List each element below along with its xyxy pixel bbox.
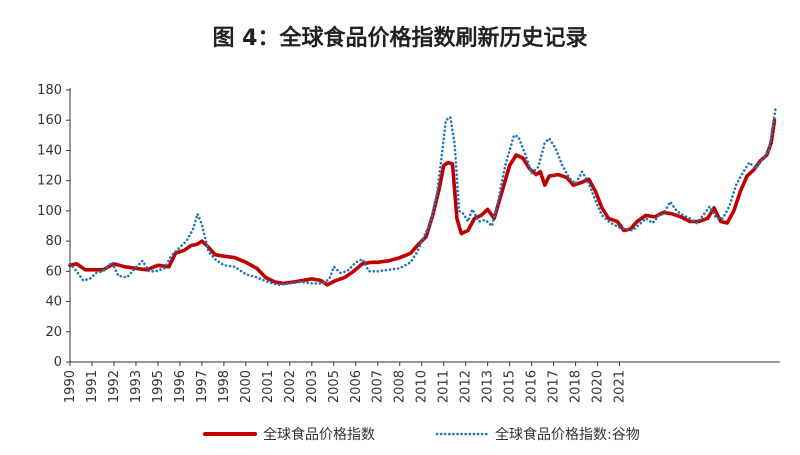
x-tick-label: 2015 xyxy=(503,370,518,403)
y-tick-label: 100 xyxy=(37,204,62,219)
legend-label-cereal-index: 全球食品价格指数:谷物 xyxy=(495,426,640,443)
x-tick-label: 2018 xyxy=(569,370,584,403)
x-tick-label: 2002 xyxy=(283,370,298,403)
y-tick-label: 160 xyxy=(37,113,62,128)
x-tick-label: 2005 xyxy=(327,370,342,403)
x-tick-label: 2001 xyxy=(261,370,276,403)
y-tick-label: 40 xyxy=(45,295,62,310)
x-tick-label: 1991 xyxy=(85,370,100,403)
x-tick-label: 1992 xyxy=(107,370,122,403)
x-tick-label: 2012 xyxy=(459,370,474,403)
x-tick-label: 2011 xyxy=(437,370,452,403)
x-tick-label: 2020 xyxy=(591,370,606,403)
y-tick-label: 120 xyxy=(37,174,62,189)
x-tick-label: 1995 xyxy=(151,370,166,403)
x-tick-label: 1998 xyxy=(217,370,232,403)
x-tick-label: 1997 xyxy=(195,370,210,403)
x-tick-label: 2003 xyxy=(305,370,320,403)
series-line-cereal-index xyxy=(68,106,777,287)
y-tick-label: 140 xyxy=(37,143,62,158)
y-tick-label: 0 xyxy=(54,355,62,370)
x-tick-label: 2017 xyxy=(547,370,562,403)
y-tick-label: 80 xyxy=(45,234,62,249)
x-tick-label: 2016 xyxy=(525,370,540,403)
x-tick-label: 2006 xyxy=(349,370,364,403)
y-tick-label: 20 xyxy=(45,325,62,340)
y-tick-label: 180 xyxy=(37,83,62,98)
x-tick-label: 2000 xyxy=(239,370,254,403)
y-tick-label: 60 xyxy=(45,264,62,279)
x-tick-label: 1990 xyxy=(63,370,78,403)
x-tick-label: 2007 xyxy=(371,370,386,403)
x-tick-label: 1993 xyxy=(129,370,144,403)
chart-title: 图 4：全球食品价格指数刷新历史记录 xyxy=(212,26,588,51)
series-line-food-index xyxy=(68,118,777,287)
x-tick-label: 2021 xyxy=(613,370,628,403)
x-tick-label: 2013 xyxy=(481,370,496,403)
legend-label-food-index: 全球食品价格指数 xyxy=(263,426,375,443)
x-tick-label: 2010 xyxy=(415,370,430,403)
x-tick-label: 1996 xyxy=(173,370,188,403)
x-tick-label: 2008 xyxy=(393,370,408,403)
